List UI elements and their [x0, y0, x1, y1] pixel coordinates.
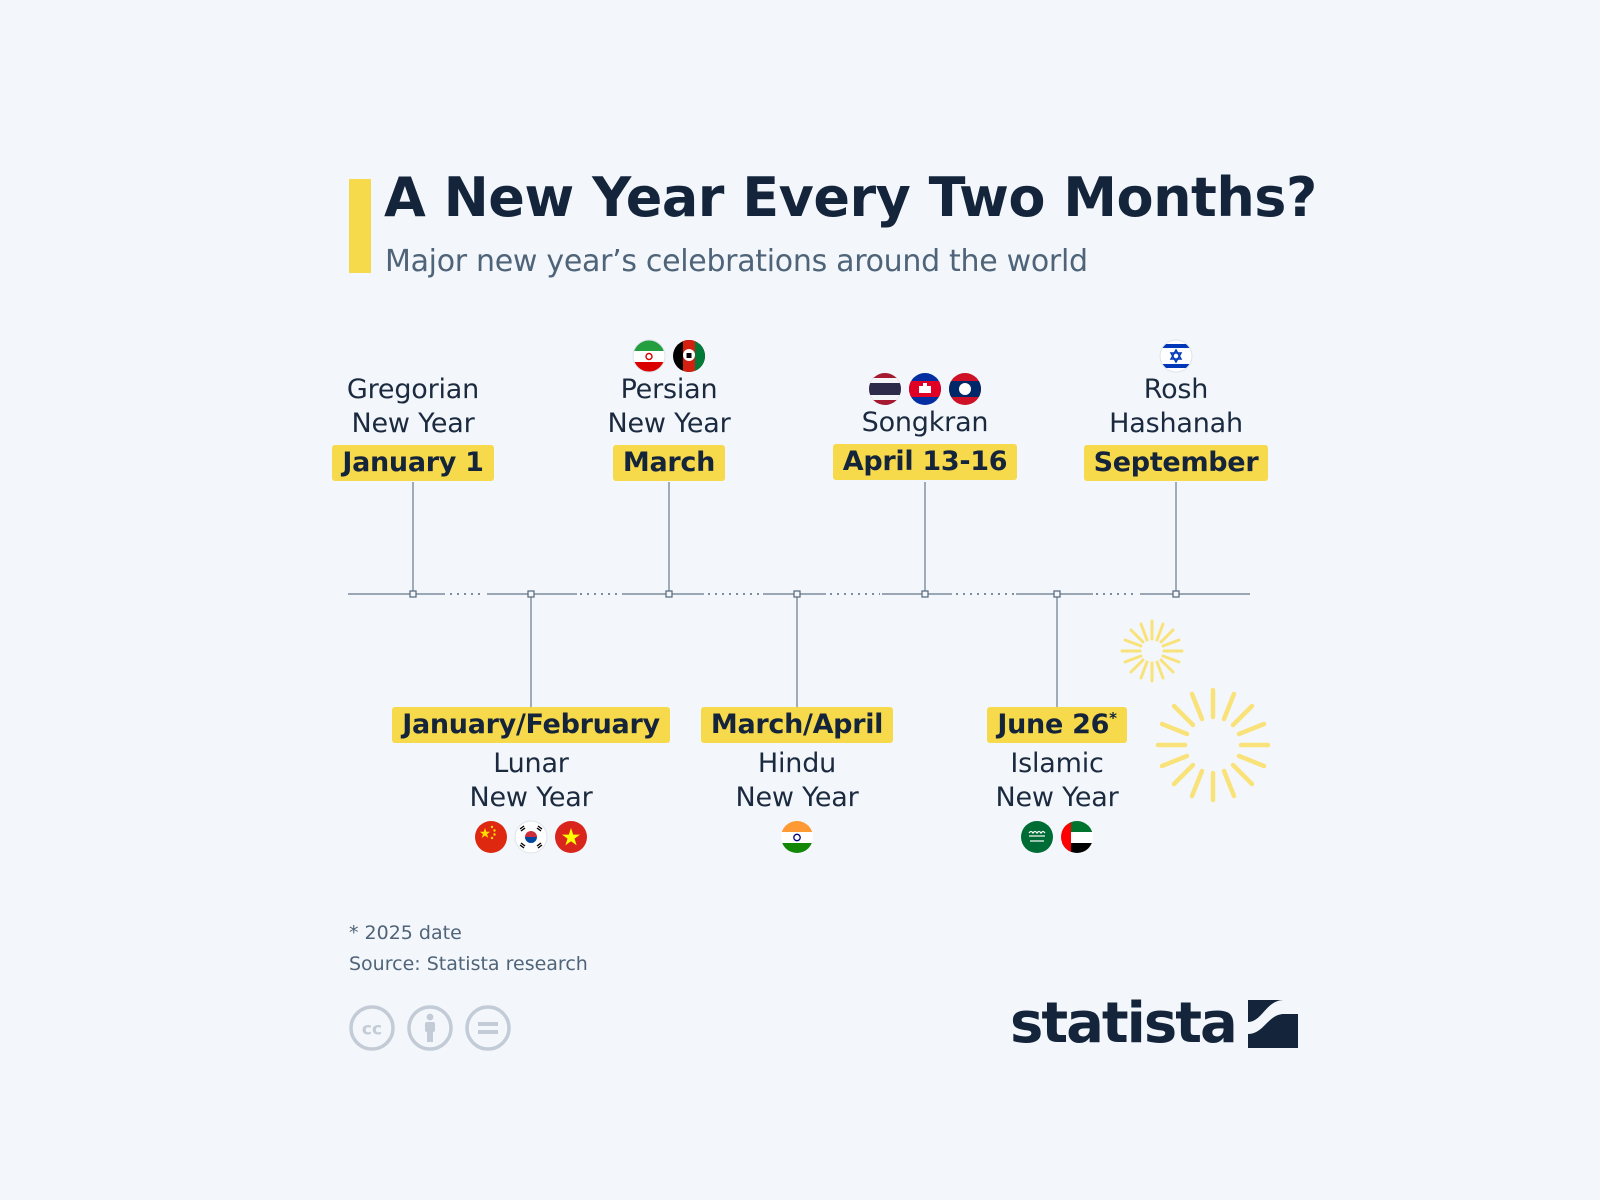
event-date: June 26* — [987, 707, 1127, 743]
event-rosh-hashanah: Rosh Hashanah September — [1006, 339, 1346, 481]
event-name: Hindu New Year — [735, 748, 859, 813]
title-accent-bar — [349, 179, 371, 273]
footnote-2025: * 2025 date — [349, 922, 462, 944]
event-islamic: June 26* Islamic New Year — [887, 707, 1227, 854]
event-persian: Persian New Year March — [499, 339, 839, 481]
footnotes: * 2025 date Source: Statista research — [349, 918, 588, 980]
event-date: January/February — [392, 707, 670, 743]
event-date: January 1 — [332, 445, 494, 481]
svg-text:cc: cc — [362, 1020, 382, 1040]
flag-row — [361, 820, 701, 854]
statista-logo-icon — [1247, 1000, 1298, 1048]
iran-flag-icon — [632, 339, 666, 373]
event-lunar: January/February Lunar New Year — [361, 707, 701, 854]
israel-flag-icon — [1159, 339, 1193, 373]
attribution-icon[interactable] — [406, 1004, 454, 1052]
event-name: Rosh Hashanah — [1109, 374, 1243, 439]
flag-row — [887, 820, 1227, 854]
statista-wordmark: statista — [1010, 991, 1238, 1056]
china-flag-icon — [474, 820, 508, 854]
event-date: March/April — [700, 707, 894, 743]
date-footnote-marker: * — [1109, 709, 1117, 727]
event-date: April 13-16 — [832, 444, 1018, 480]
flag-row — [499, 339, 839, 373]
flag-row — [755, 372, 1095, 406]
event-name: Persian New Year — [607, 374, 731, 439]
vietnam-flag-icon — [554, 820, 588, 854]
license-icons: cc — [348, 1004, 512, 1052]
event-date-text: June 26 — [997, 709, 1110, 740]
afghanistan-flag-icon — [672, 339, 706, 373]
south-korea-flag-icon — [514, 820, 548, 854]
statista-logo[interactable]: statista — [1010, 996, 1298, 1052]
event-songkran: Songkran April 13-16 — [755, 372, 1095, 480]
flag-row — [627, 820, 967, 854]
cc-icon[interactable]: cc — [348, 1004, 396, 1052]
saudi-arabia-flag-icon — [1020, 820, 1054, 854]
event-name: Islamic New Year — [995, 748, 1119, 813]
page-subtitle: Major new year’s celebrations around the… — [385, 244, 1088, 279]
event-hindu: March/April Hindu New Year — [627, 707, 967, 854]
event-name: Songkran — [861, 407, 989, 438]
fireworks-decoration — [1120, 619, 1271, 803]
event-date: September — [1083, 445, 1269, 481]
event-date: March — [612, 445, 726, 481]
event-gregorian: Gregorian New Year January 1 — [243, 373, 583, 481]
flag-row — [1006, 339, 1346, 373]
india-flag-icon — [780, 820, 814, 854]
laos-flag-icon — [948, 372, 982, 406]
thailand-flag-icon — [868, 372, 902, 406]
event-name: Gregorian New Year — [346, 374, 480, 439]
page-title: A New Year Every Two Months? — [384, 166, 1317, 229]
cambodia-flag-icon — [908, 372, 942, 406]
uae-flag-icon — [1060, 820, 1094, 854]
no-derivatives-icon[interactable] — [464, 1004, 512, 1052]
event-name: Lunar New Year — [469, 748, 593, 813]
source-note: Source: Statista research — [349, 953, 588, 975]
